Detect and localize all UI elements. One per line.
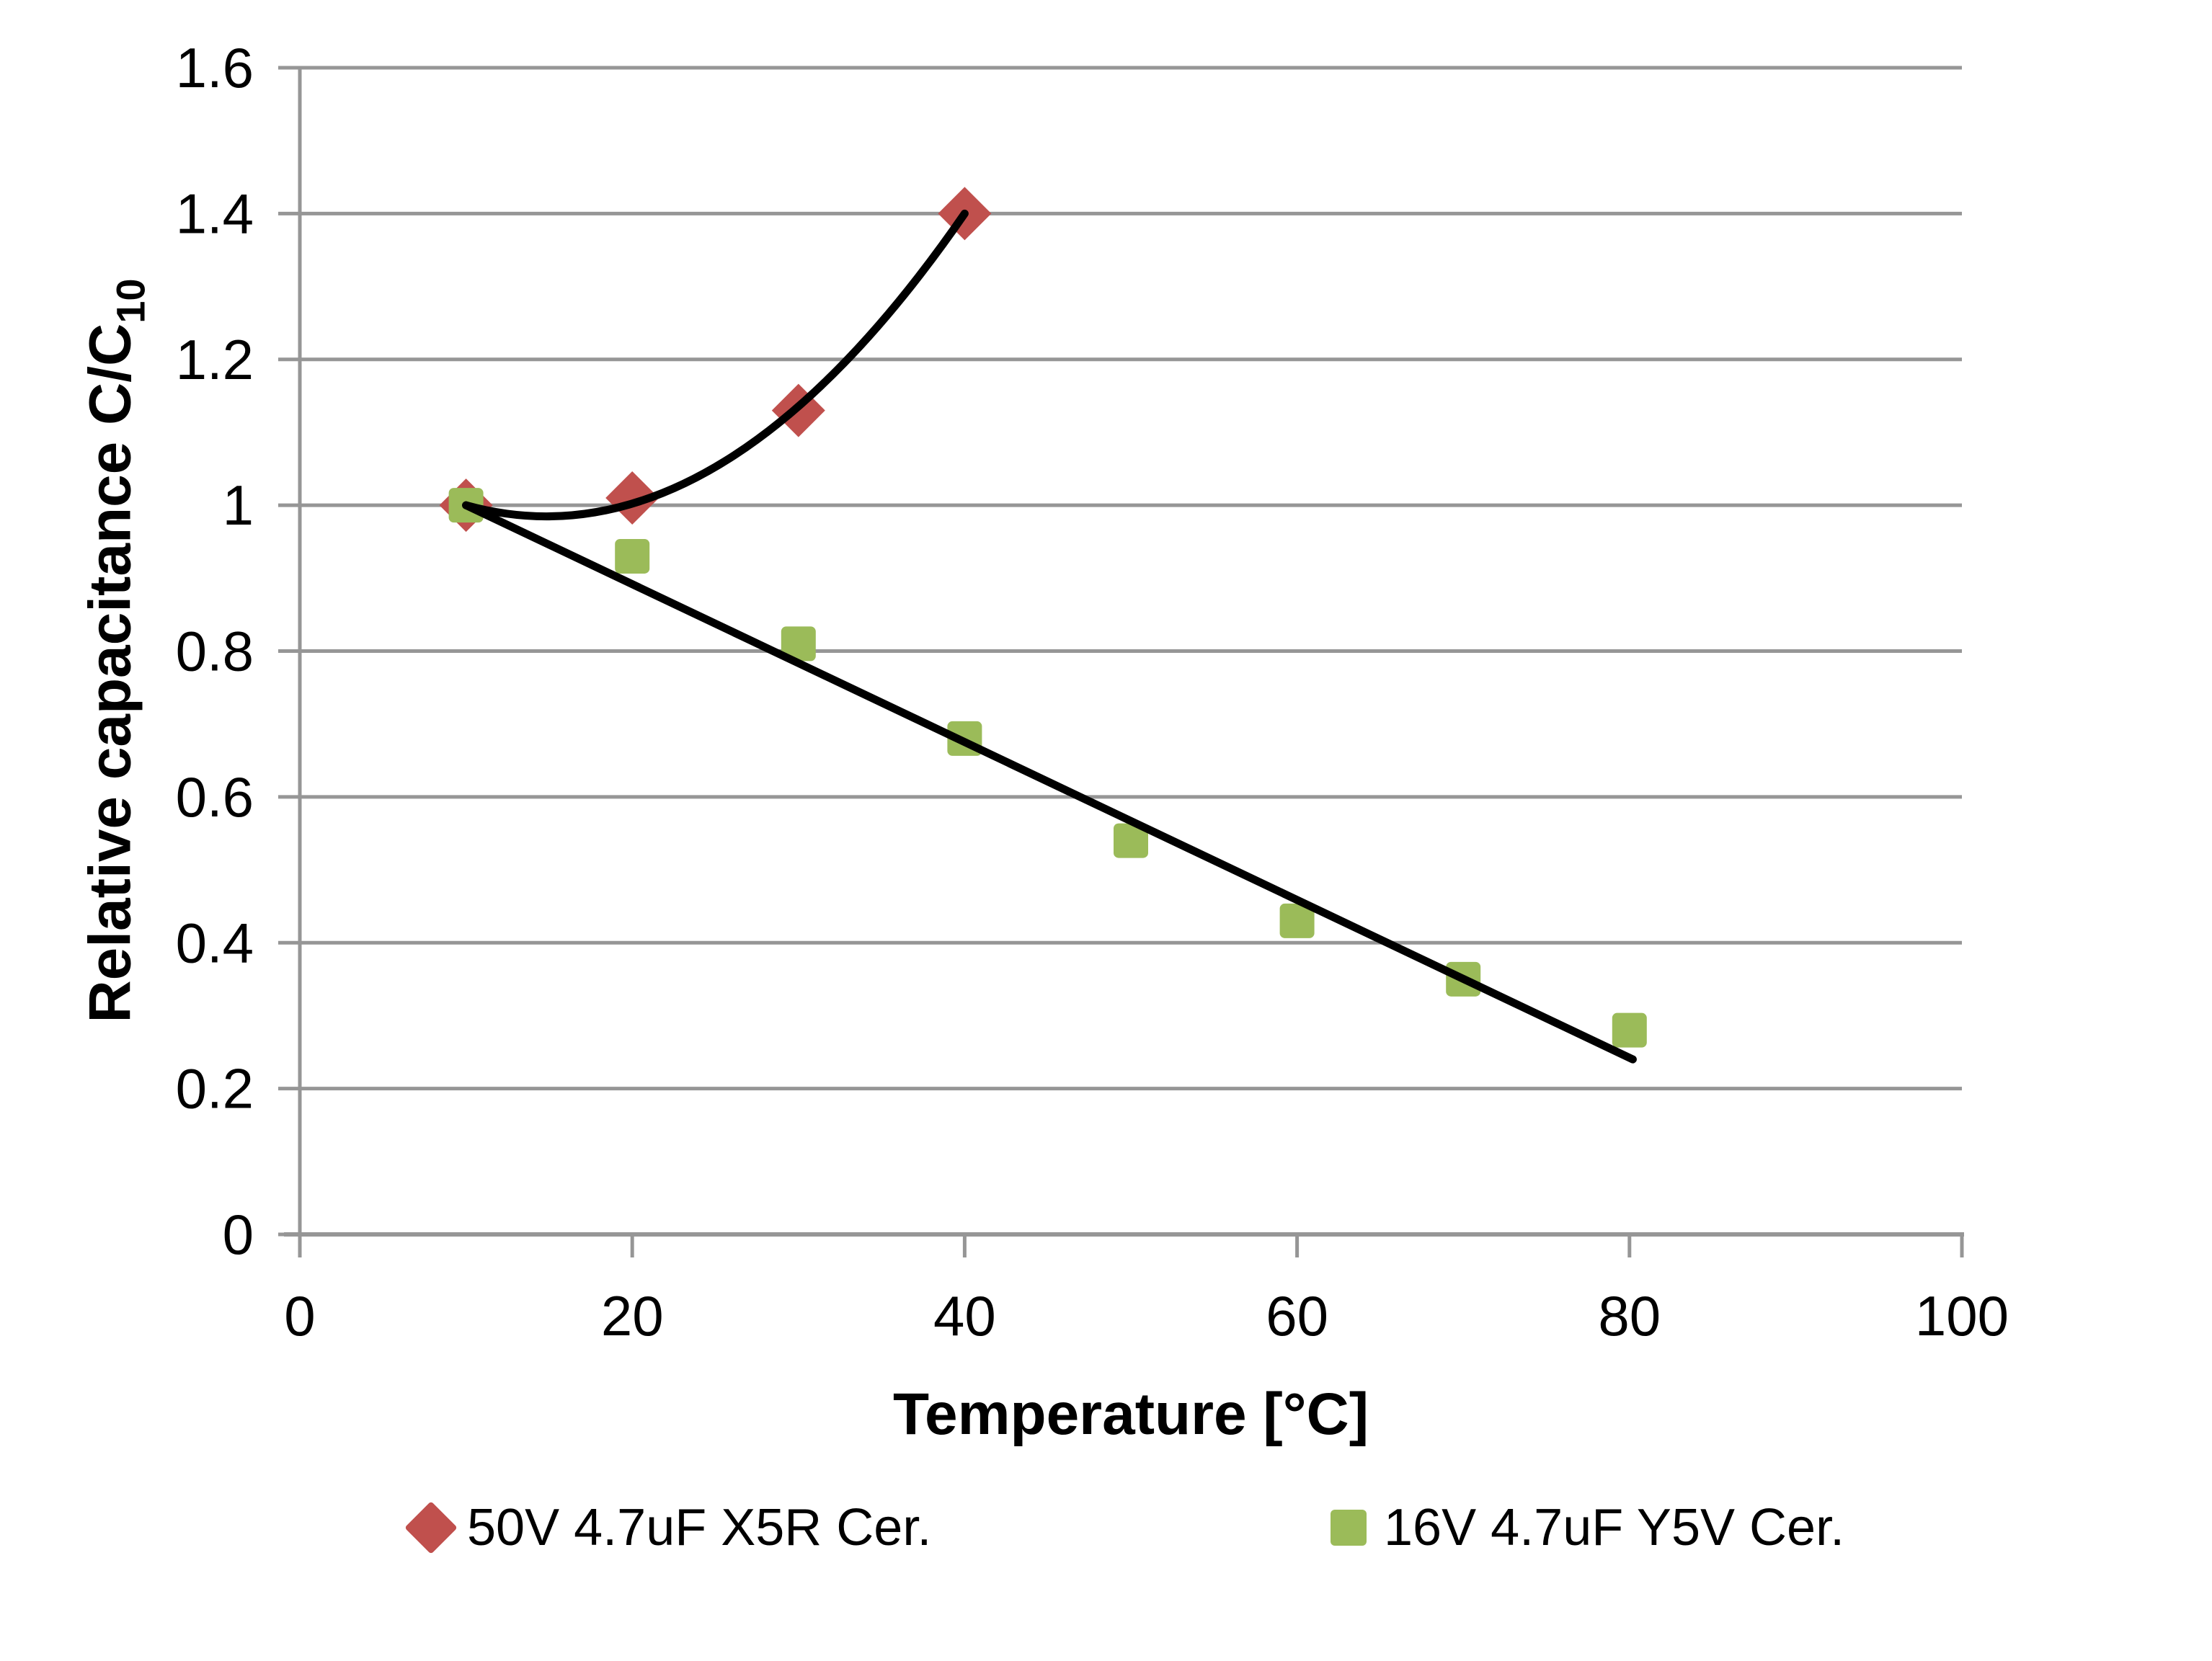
x-tick-label-0: 0	[284, 1284, 315, 1348]
y-tick-label-0: 0	[223, 1203, 254, 1266]
x-tick-label-20: 20	[601, 1284, 664, 1348]
marker-y5v-80	[1612, 1012, 1647, 1048]
y-tick-label-1.4: 1.4	[176, 182, 254, 245]
x-tick-label-40: 40	[933, 1284, 996, 1348]
legend-item-x5r: 50V 4.7uF X5R Cer.	[404, 1499, 932, 1557]
x-tick-label-80: 80	[1598, 1284, 1661, 1348]
legend-label-y5v: 16V 4.7uF Y5V Cer.	[1384, 1499, 1845, 1557]
y-tick-label-0.4: 0.4	[176, 911, 254, 974]
x-tick-label-60: 60	[1266, 1284, 1328, 1348]
trendline-x5r	[462, 209, 969, 521]
x-tick-label-100: 100	[1915, 1284, 2009, 1348]
y-axis-title: Relative capacitance C/C10	[77, 278, 154, 1023]
legend-square-icon	[1331, 1510, 1367, 1546]
y-axis-title-subscript: 10	[107, 278, 154, 324]
marker-y5v-50	[1114, 823, 1148, 858]
y-tick-label-0.6: 0.6	[176, 765, 254, 829]
marker-y5v-60	[1279, 903, 1315, 938]
legend-item-y5v: 16V 4.7uF Y5V Cer.	[1331, 1499, 1844, 1557]
y-tick-label-1: 1	[223, 473, 254, 537]
y-tick-label-1.6: 1.6	[176, 36, 254, 99]
marker-y5v-30	[781, 626, 816, 662]
y-axis-title-main: Relative capacitance C/C	[77, 323, 143, 1023]
y-tick-label-1.2: 1.2	[176, 328, 254, 391]
marker-y5v-20	[615, 538, 650, 574]
y-tick-label-0.8: 0.8	[176, 620, 254, 683]
x-axis-title: Temperature [°C]	[892, 1381, 1369, 1447]
y-tick-label-0.2: 0.2	[176, 1057, 254, 1121]
legend-label-x5r: 50V 4.7uF X5R Cer.	[467, 1499, 932, 1557]
legend-diamond-icon	[404, 1501, 458, 1554]
trendline-y5v	[462, 501, 1637, 1064]
